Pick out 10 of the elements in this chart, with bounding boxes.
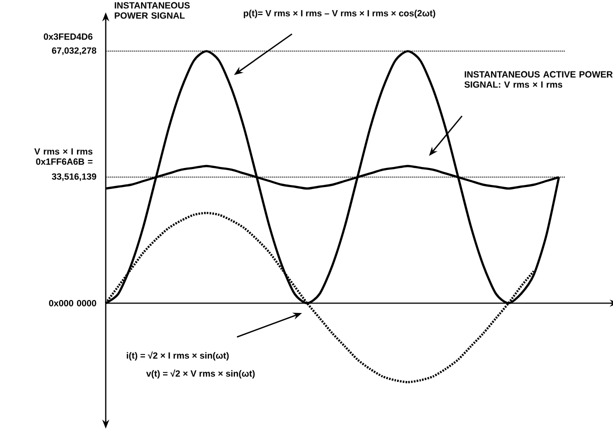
text: INSTANTANEOUS POWER SIGNAL [114,2,190,19]
y-tick-label: 67,032,278 [52,47,96,56]
text: 0x3FED4D6 [44,33,92,40]
annotation: INSTANTANEOUS ACTIVE POWER SIGNAL: V rms × I rms [464,71,613,88]
text: p(t)= V rms × I rms – V rms × I rms × cos(2ωt) [244,10,436,18]
annotation: i(t) = √2 × I rms × sin(ωt) [126,352,229,360]
y-tick-label: 0x000 0000 [49,300,96,306]
text: V rms × I rms 0x1FF6A6B = [34,148,92,165]
annotation: v(t) = √2 × V rms × sin(ωt) [146,370,255,378]
y-tick-label: 33,516,139 [52,173,96,182]
